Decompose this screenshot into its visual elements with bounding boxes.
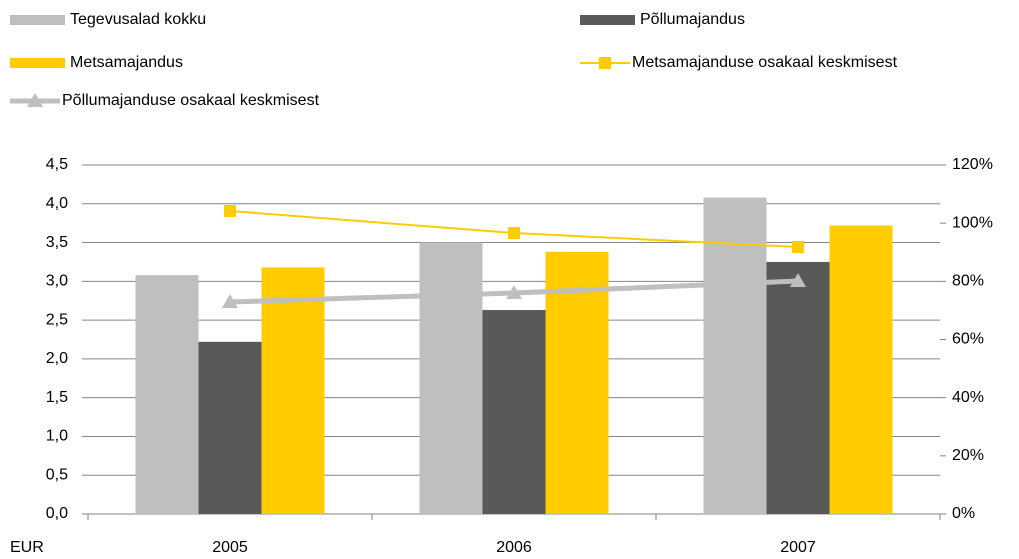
line-marker xyxy=(506,284,522,299)
y2-tick-label: 60% xyxy=(952,331,984,348)
bar xyxy=(545,251,609,514)
bar xyxy=(703,197,767,514)
y-tick-label: 4,5 xyxy=(46,156,68,173)
x-tick-label: 2005 xyxy=(212,539,248,556)
bar xyxy=(482,310,546,514)
legend-label: Metsamajanduse osakaal keskmisest xyxy=(632,54,898,71)
x-tick-label: 2006 xyxy=(496,539,532,556)
legend-label: Põllumajanduse osakaal keskmisest xyxy=(62,92,320,109)
y2-tick-label: 0% xyxy=(952,505,975,522)
y2-tick-label: 80% xyxy=(952,273,984,290)
bar xyxy=(766,261,830,514)
bar xyxy=(829,225,893,514)
legend-label: Põllumajandus xyxy=(640,11,745,28)
y-tick-label: 4,0 xyxy=(46,195,68,212)
y-tick-label: 0,0 xyxy=(46,505,68,522)
y-tick-label: 1,5 xyxy=(46,389,68,406)
y-tick-label: 0,5 xyxy=(46,466,68,483)
legend-label: Metsamajandus xyxy=(70,54,183,71)
legend-swatch xyxy=(580,15,635,25)
legend-swatch xyxy=(10,58,65,68)
y2-tick-label: 120% xyxy=(952,156,993,173)
y-tick-label: 2,0 xyxy=(46,350,68,367)
bar xyxy=(198,341,262,514)
line-marker xyxy=(599,57,611,69)
y-axis-label: EUR xyxy=(10,539,44,556)
line-marker xyxy=(792,241,804,254)
line-marker xyxy=(508,227,520,240)
line-marker xyxy=(224,204,236,217)
line-marker xyxy=(790,273,806,288)
line-marker xyxy=(27,93,43,107)
y2-tick-label: 100% xyxy=(952,214,993,231)
y-tick-label: 3,5 xyxy=(46,234,68,251)
bar xyxy=(135,275,199,514)
y2-tick-label: 40% xyxy=(952,389,984,406)
legend-swatch xyxy=(10,15,65,25)
bar xyxy=(261,267,325,514)
y-tick-label: 3,0 xyxy=(46,273,68,290)
legend-label: Tegevusalad kokku xyxy=(70,11,206,28)
x-tick-label: 2007 xyxy=(780,539,816,556)
y-tick-label: 2,5 xyxy=(46,311,68,328)
y-tick-label: 1,0 xyxy=(46,428,68,445)
bar xyxy=(419,242,483,515)
y2-tick-label: 20% xyxy=(952,447,984,464)
line-marker xyxy=(222,293,238,308)
